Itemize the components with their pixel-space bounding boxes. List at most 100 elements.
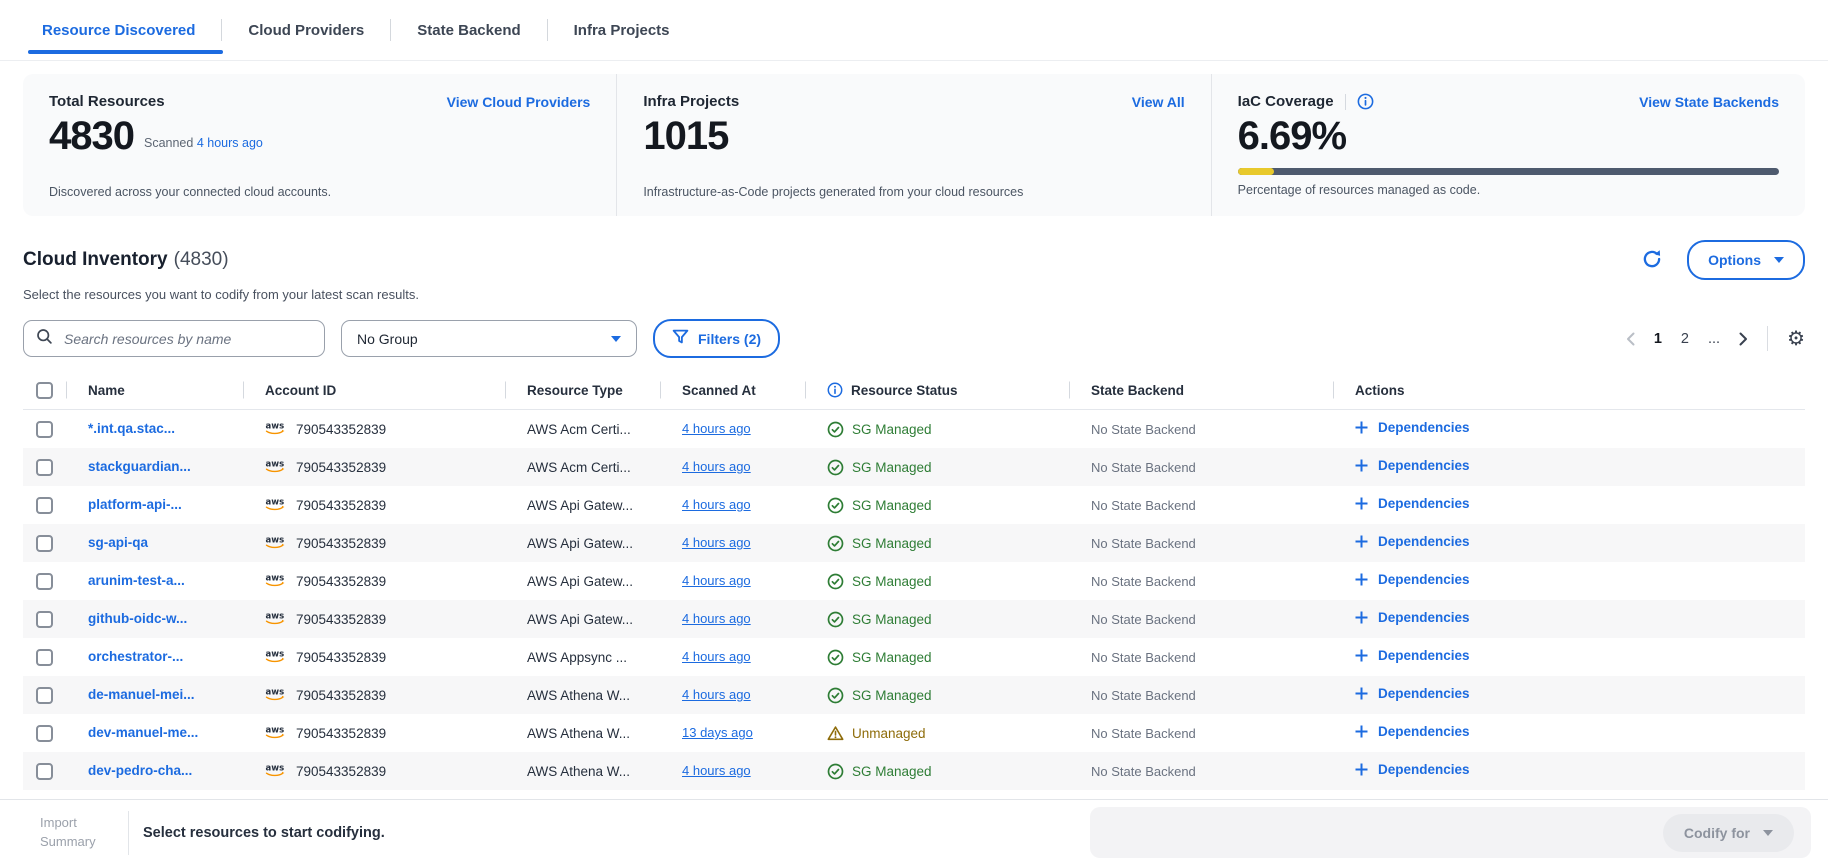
stat-description: Discovered across your connected cloud a… [49, 185, 332, 199]
resource-type: AWS Appsync ... [527, 649, 628, 665]
scanned-at-link[interactable]: 4 hours ago [682, 687, 751, 702]
row-checkbox[interactable] [36, 496, 53, 514]
table-body: *.int.qa.stac... aws 790543352839 AWS Ac… [23, 410, 1805, 790]
status-text: SG Managed [852, 687, 932, 703]
column-header-scanned-at: Scanned At [660, 371, 805, 409]
dependencies-link[interactable]: Dependencies [1355, 420, 1470, 435]
plus-icon [1355, 687, 1368, 700]
resource-name-link[interactable]: *.int.qa.stac... [88, 421, 176, 436]
dependencies-link[interactable]: Dependencies [1355, 610, 1470, 625]
state-backend: No State Backend [1091, 573, 1196, 589]
row-checkbox[interactable] [36, 534, 53, 552]
row-checkbox[interactable] [36, 458, 53, 476]
dependencies-link[interactable]: Dependencies [1355, 648, 1470, 663]
scanned-at-link[interactable]: 4 hours ago [682, 497, 751, 512]
svg-text:aws: aws [266, 612, 285, 622]
aws-icon: aws [265, 686, 288, 704]
status-text: SG Managed [852, 611, 932, 627]
resource-name-link[interactable]: orchestrator-... [88, 649, 184, 664]
account-id: 790543352839 [296, 573, 387, 589]
account-id: 790543352839 [296, 421, 387, 437]
dependencies-link[interactable]: Dependencies [1355, 686, 1470, 701]
tab-resource-discovered[interactable]: Resource Discovered [27, 0, 224, 60]
scanned-at-link[interactable]: 4 hours ago [682, 611, 751, 626]
resource-name-link[interactable]: github-oidc-w... [88, 611, 188, 626]
state-backend: No State Backend [1091, 649, 1196, 665]
row-checkbox[interactable] [36, 724, 53, 742]
info-icon[interactable] [1357, 93, 1374, 110]
tab-infra-projects[interactable]: Infra Projects [573, 21, 670, 39]
column-header-actions: Actions [1333, 371, 1805, 409]
stat-description: Infrastructure-as-Code projects generate… [643, 185, 1024, 199]
state-backend: No State Backend [1091, 763, 1196, 779]
account-id: 790543352839 [296, 611, 387, 627]
stat-infra-projects: Infra Projects View All 1015 Infrastruct… [616, 74, 1210, 216]
resource-name-link[interactable]: platform-api-... [88, 497, 182, 512]
row-checkbox[interactable] [36, 686, 53, 704]
svg-text:aws: aws [266, 726, 285, 736]
check-circle-icon [827, 573, 844, 590]
table-header: Name Account ID Resource Type Scanned At… [23, 371, 1805, 410]
aws-icon: aws [265, 762, 288, 780]
row-checkbox[interactable] [36, 762, 53, 780]
gear-icon[interactable]: ⚙ [1787, 327, 1805, 350]
row-checkbox[interactable] [36, 648, 53, 666]
page-...[interactable]: ... [1707, 330, 1721, 347]
scanned-at-link[interactable]: 4 hours ago [682, 535, 751, 550]
resource-name-link[interactable]: de-manuel-mei... [88, 687, 195, 702]
options-button[interactable]: Options [1687, 240, 1805, 280]
search-input[interactable] [62, 329, 312, 348]
search-box[interactable] [23, 320, 325, 357]
resource-name-link[interactable]: dev-manuel-me... [88, 725, 199, 740]
row-checkbox[interactable] [36, 572, 53, 590]
scanned-at-link[interactable]: 4 hours ago [682, 763, 751, 778]
page-2[interactable]: 2 [1680, 330, 1689, 347]
refresh-button[interactable] [1641, 248, 1663, 273]
table-row: stackguardian... aws 790543352839 AWS Ac… [23, 448, 1805, 486]
table-row: arunim-test-a... aws 790543352839 AWS Ap… [23, 562, 1805, 600]
view-all-link[interactable]: View All [1131, 93, 1185, 110]
view-cloud-providers-link[interactable]: View Cloud Providers [446, 93, 591, 110]
dependencies-link[interactable]: Dependencies [1355, 572, 1470, 587]
row-checkbox[interactable] [36, 610, 53, 628]
resource-type: AWS Api Gatew... [527, 611, 634, 627]
aws-icon: aws [265, 534, 288, 552]
dependencies-link[interactable]: Dependencies [1355, 496, 1470, 511]
resource-name-link[interactable]: stackguardian... [88, 459, 191, 474]
divider [1767, 326, 1769, 351]
prev-page-button[interactable] [1626, 332, 1635, 346]
dependencies-link[interactable]: Dependencies [1355, 762, 1470, 777]
row-checkbox[interactable] [36, 420, 53, 438]
next-page-button[interactable] [1739, 332, 1748, 346]
scanned-time-link[interactable]: 4 hours ago [196, 136, 263, 150]
footer-bar: Import Summary Select resources to start… [0, 799, 1828, 865]
filters-button[interactable]: Filters (2) [653, 319, 781, 358]
scanned-at-link[interactable]: 4 hours ago [682, 573, 751, 588]
resource-name-link[interactable]: sg-api-qa [88, 535, 149, 550]
scanned-at-link[interactable]: 4 hours ago [682, 421, 751, 436]
divider [128, 810, 129, 855]
scanned-at-link[interactable]: 13 days ago [682, 725, 753, 740]
table-row: orchestrator-... aws 790543352839 AWS Ap… [23, 638, 1805, 676]
dependencies-link[interactable]: Dependencies [1355, 534, 1470, 549]
scanned-at-link[interactable]: 4 hours ago [682, 459, 751, 474]
account-id: 790543352839 [296, 459, 387, 475]
view-state-backends-link[interactable]: View State Backends [1639, 93, 1779, 110]
codify-for-button[interactable]: Codify for [1662, 813, 1794, 852]
page-1[interactable]: 1 [1653, 330, 1662, 347]
info-icon[interactable] [827, 382, 843, 398]
resource-name-link[interactable]: arunim-test-a... [88, 573, 185, 588]
group-dropdown[interactable]: No Group [341, 320, 637, 357]
aws-icon: aws [265, 610, 288, 628]
select-all-checkbox[interactable] [36, 381, 53, 399]
scanned-at-link[interactable]: 4 hours ago [682, 649, 751, 664]
tab-state-backend[interactable]: State Backend [417, 21, 521, 39]
dependencies-link[interactable]: Dependencies [1355, 458, 1470, 473]
dependencies-link[interactable]: Dependencies [1355, 724, 1470, 739]
tab-cloud-providers[interactable]: Cloud Providers [248, 21, 365, 39]
divider [1344, 93, 1346, 110]
svg-text:aws: aws [266, 422, 285, 432]
state-backend: No State Backend [1091, 687, 1196, 703]
pagination-pages: 1 2... [1654, 331, 1720, 347]
resource-name-link[interactable]: dev-pedro-cha... [88, 763, 193, 778]
